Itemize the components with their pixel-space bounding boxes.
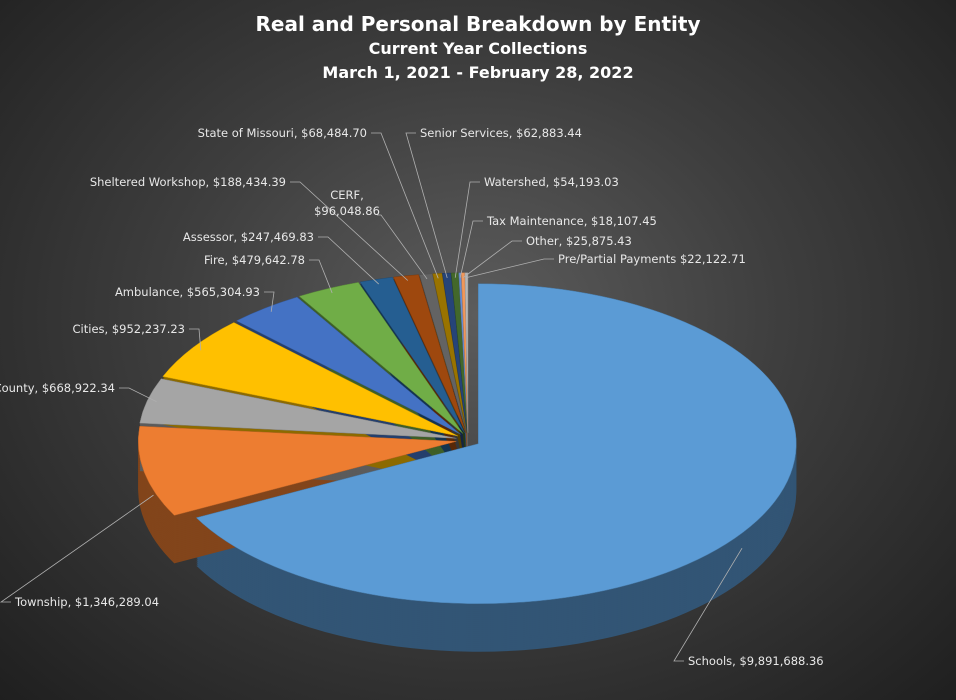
- leader-line-assessor: [318, 236, 380, 285]
- data-label-fire: Fire, $479,642.78: [204, 253, 305, 267]
- slice-county[interactable]: [139, 378, 457, 439]
- data-labels: Schools, $9,891,688.36 Township, $1,346,2…: [0, 126, 824, 668]
- leader-line-county: [119, 387, 157, 403]
- leader-line-fire: [309, 259, 333, 294]
- slice-tops: [137, 272, 797, 604]
- data-label-pre-partial-payments: Pre/Partial Payments $22,122.71: [558, 252, 746, 266]
- leader-line-pre-partial-payments: [466, 258, 554, 278]
- data-label-sheltered-workshop: Sheltered Workshop, $188,434.39: [90, 175, 286, 189]
- chart-titles: Real and Personal Breakdown by Entity Cu…: [0, 10, 956, 86]
- data-label-cities: Cities, $952,237.23: [73, 322, 185, 336]
- data-label-county: County, $668,922.34: [0, 381, 115, 395]
- data-label-state-of-missouri: State of Missouri, $68,484.70: [198, 126, 367, 140]
- data-label-watershed: Watershed, $54,193.03: [484, 175, 619, 189]
- data-label-tax-maintenance: Tax Maintenance, $18,107.45: [486, 214, 657, 228]
- leader-line-senior-services: [405, 132, 448, 279]
- slice-cities[interactable]: [162, 322, 459, 437]
- slice-cerf[interactable]: [419, 273, 467, 433]
- slice-fire[interactable]: [298, 282, 464, 434]
- chart-subtitle: Current Year Collections: [368, 39, 588, 58]
- data-label-assessor: Assessor, $247,469.83: [183, 230, 314, 244]
- leader-line-township: [0, 494, 154, 603]
- data-label-ambulance: Ambulance, $565,304.93: [115, 285, 260, 299]
- slice-pre-partial-payments[interactable]: [464, 272, 469, 433]
- leader-line-schools: [673, 547, 743, 662]
- slice-schools[interactable]: [195, 283, 797, 604]
- data-label-other: Other, $25,875.43: [526, 234, 632, 248]
- leader-line-other: [462, 240, 522, 278]
- leader-line-state-of-missouri: [371, 132, 439, 279]
- data-label-township: Township, $1,346,289.04: [14, 595, 159, 609]
- data-label-cerf: CERF,: [330, 188, 364, 202]
- leader-line-cerf: [377, 214, 428, 280]
- leader-line-cities: [189, 328, 202, 351]
- data-label-schools: Schools, $9,891,688.36: [688, 654, 824, 668]
- slice-senior-services[interactable]: [442, 272, 468, 433]
- slice-state-of-missouri[interactable]: [432, 273, 468, 433]
- leader-line-sheltered-workshop: [290, 181, 409, 281]
- leader-line-ambulance: [264, 291, 275, 312]
- chart-title: Real and Personal Breakdown by Entity: [255, 12, 701, 36]
- chart-period: March 1, 2021 - February 28, 2022: [322, 63, 634, 82]
- slice-sheltered-workshop[interactable]: [393, 274, 466, 434]
- slice-assessor[interactable]: [359, 277, 465, 434]
- leader-line-tax-maintenance: [459, 220, 483, 278]
- slice-ambulance[interactable]: [235, 296, 461, 435]
- data-label-cerf-value: $96,048.86: [314, 204, 380, 218]
- slice-township[interactable]: [137, 425, 457, 516]
- leader-line-watershed: [454, 181, 480, 278]
- data-label-senior-services: Senior Services, $62,883.44: [420, 126, 582, 140]
- leader-lines: [0, 132, 743, 662]
